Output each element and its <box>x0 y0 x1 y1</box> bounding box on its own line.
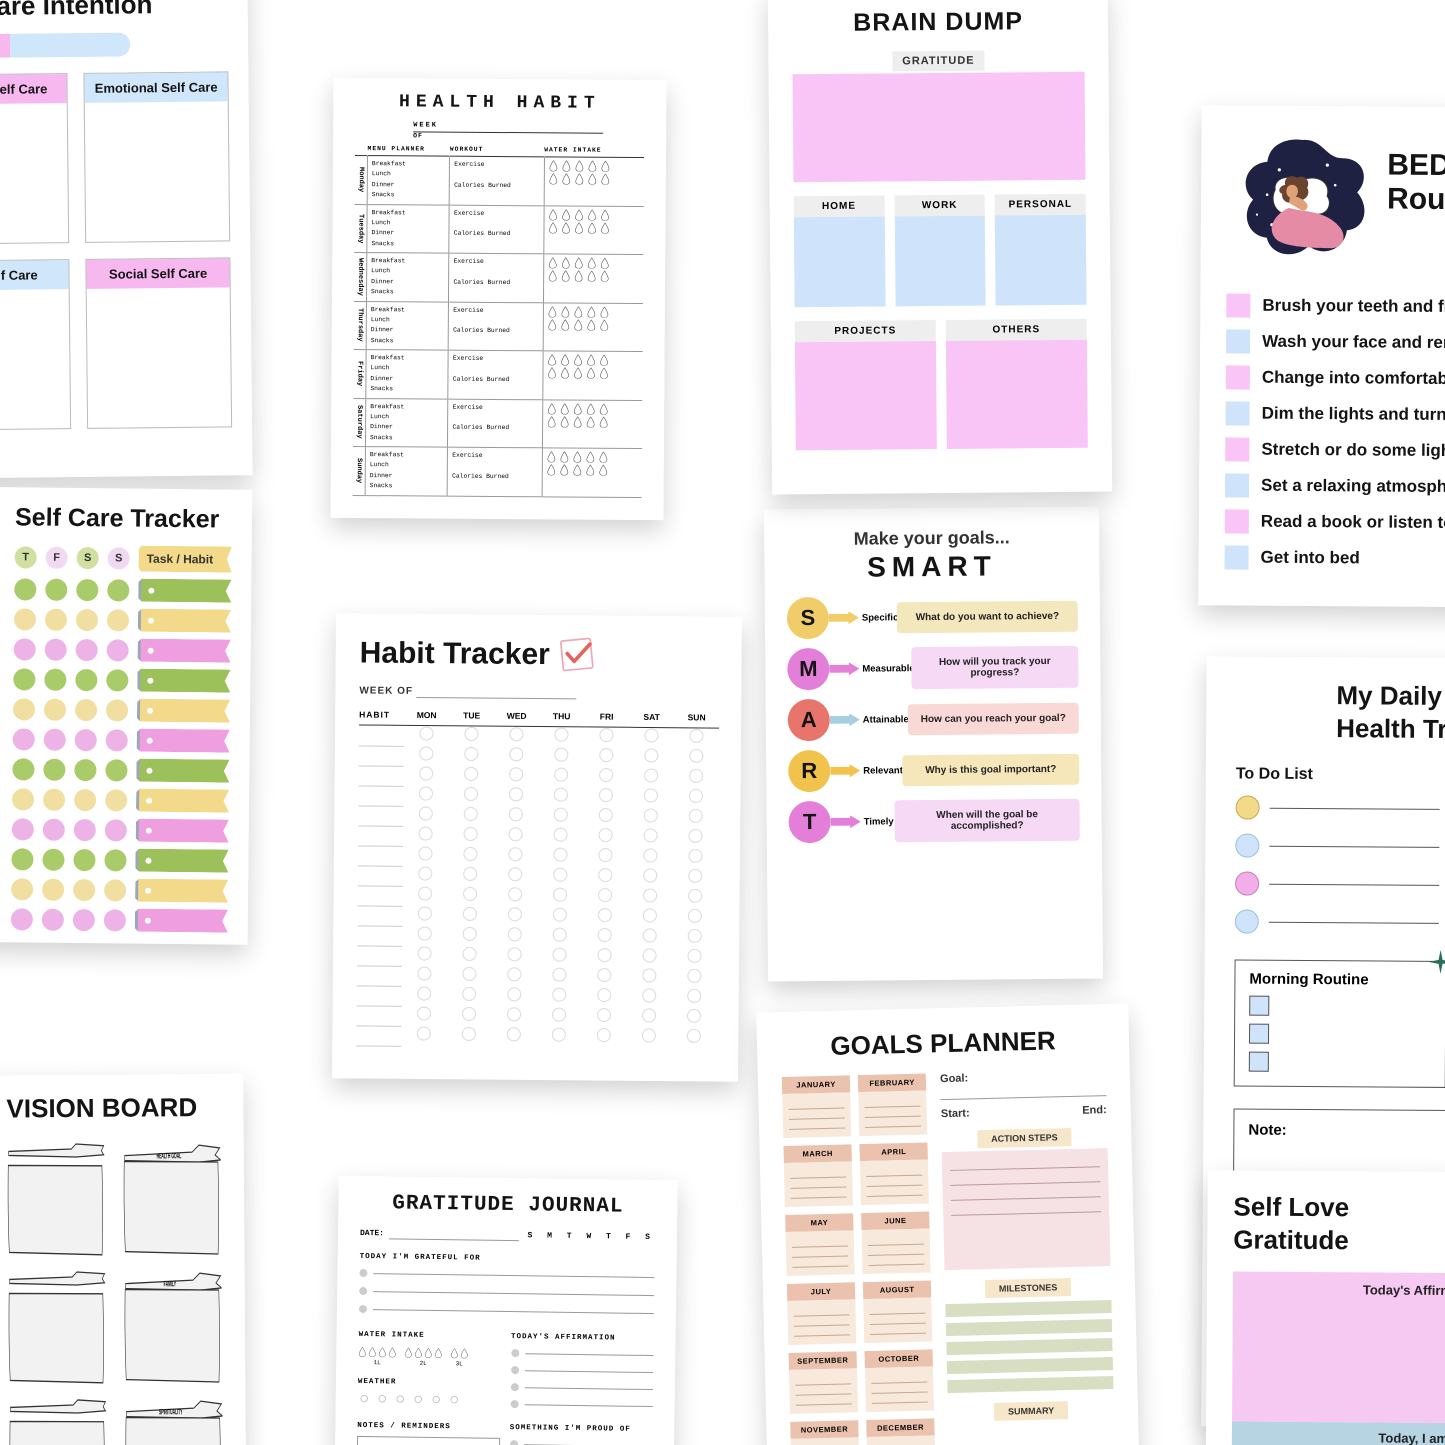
svg-text:HEALTH GOAL: HEALTH GOAL <box>156 1153 181 1161</box>
svg-text:SPIRITUALITY: SPIRITUALITY <box>158 1409 182 1417</box>
svg-text:FAMILY: FAMILY <box>163 1281 175 1289</box>
